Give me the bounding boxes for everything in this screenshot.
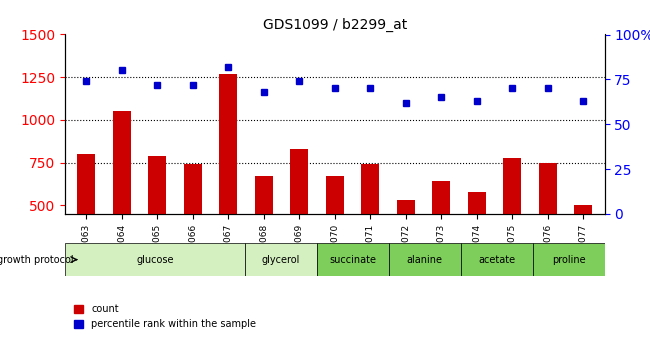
FancyBboxPatch shape (245, 243, 317, 276)
FancyBboxPatch shape (532, 243, 605, 276)
Bar (397, 200, 415, 291)
Text: succinate: succinate (330, 255, 376, 265)
Bar (220, 74, 237, 291)
Legend: count, percentile rank within the sample: count, percentile rank within the sample (70, 300, 260, 333)
Bar (77, 154, 95, 291)
Title: GDS1099 / b2299_at: GDS1099 / b2299_at (263, 18, 407, 32)
Bar (148, 156, 166, 291)
Bar (184, 164, 202, 291)
Text: growth protocol: growth protocol (0, 255, 74, 265)
Text: glycerol: glycerol (261, 255, 300, 265)
Bar (468, 192, 486, 291)
FancyBboxPatch shape (317, 243, 389, 276)
FancyBboxPatch shape (389, 243, 461, 276)
FancyBboxPatch shape (461, 243, 532, 276)
Bar (113, 111, 131, 291)
Text: proline: proline (552, 255, 586, 265)
Bar (255, 176, 272, 291)
Text: acetate: acetate (478, 255, 515, 265)
Bar (361, 164, 379, 291)
Bar (539, 162, 556, 291)
Bar (291, 149, 308, 291)
Bar (575, 205, 592, 291)
FancyBboxPatch shape (65, 243, 245, 276)
Bar (503, 158, 521, 291)
Bar (326, 176, 344, 291)
Text: glucose: glucose (136, 255, 174, 265)
Text: alanine: alanine (407, 255, 443, 265)
Bar (432, 181, 450, 291)
